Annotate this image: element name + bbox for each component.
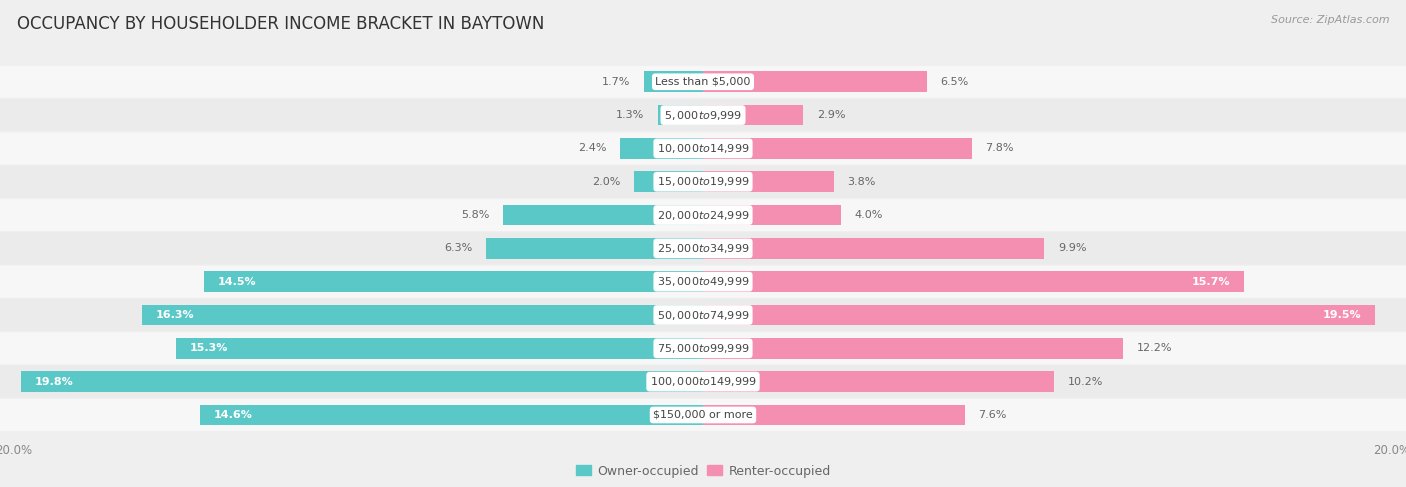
Bar (703, 205, 841, 225)
Text: $25,000 to $34,999: $25,000 to $34,999 (657, 242, 749, 255)
FancyBboxPatch shape (0, 66, 1406, 98)
Text: $20,000 to $24,999: $20,000 to $24,999 (657, 208, 749, 222)
Bar (204, 271, 703, 292)
Text: $5,000 to $9,999: $5,000 to $9,999 (664, 109, 742, 122)
Bar (176, 338, 703, 358)
Text: $15,000 to $19,999: $15,000 to $19,999 (657, 175, 749, 188)
Bar (634, 171, 703, 192)
Text: 5.8%: 5.8% (461, 210, 489, 220)
Text: 19.8%: 19.8% (35, 376, 73, 387)
Bar (703, 105, 803, 126)
Text: 7.8%: 7.8% (986, 143, 1014, 153)
Text: 9.9%: 9.9% (1057, 244, 1087, 253)
Bar (703, 171, 834, 192)
FancyBboxPatch shape (0, 266, 1406, 298)
Text: $50,000 to $74,999: $50,000 to $74,999 (657, 308, 749, 321)
FancyBboxPatch shape (0, 99, 1406, 131)
Text: 7.6%: 7.6% (979, 410, 1007, 420)
Bar (486, 238, 703, 259)
Text: 1.7%: 1.7% (602, 77, 631, 87)
Text: 3.8%: 3.8% (848, 177, 876, 187)
Bar (703, 338, 1123, 358)
Text: $35,000 to $49,999: $35,000 to $49,999 (657, 275, 749, 288)
Bar (644, 72, 703, 92)
Text: 14.6%: 14.6% (214, 410, 253, 420)
Bar (503, 205, 703, 225)
Bar (703, 238, 1045, 259)
Bar (703, 72, 927, 92)
Text: Less than $5,000: Less than $5,000 (655, 77, 751, 87)
Text: 19.5%: 19.5% (1322, 310, 1361, 320)
Text: $150,000 or more: $150,000 or more (654, 410, 752, 420)
Text: 15.3%: 15.3% (190, 343, 228, 354)
FancyBboxPatch shape (0, 199, 1406, 231)
Bar (703, 405, 965, 425)
Bar (200, 405, 703, 425)
Text: 6.3%: 6.3% (444, 244, 472, 253)
Legend: Owner-occupied, Renter-occupied: Owner-occupied, Renter-occupied (575, 465, 831, 478)
Text: 14.5%: 14.5% (218, 277, 256, 287)
Text: Source: ZipAtlas.com: Source: ZipAtlas.com (1271, 15, 1389, 25)
Text: $100,000 to $149,999: $100,000 to $149,999 (650, 375, 756, 388)
Text: 10.2%: 10.2% (1069, 376, 1104, 387)
FancyBboxPatch shape (0, 299, 1406, 331)
FancyBboxPatch shape (0, 166, 1406, 198)
Bar (658, 105, 703, 126)
Text: 1.3%: 1.3% (616, 110, 644, 120)
Text: 4.0%: 4.0% (855, 210, 883, 220)
Text: 12.2%: 12.2% (1137, 343, 1173, 354)
Text: 2.0%: 2.0% (592, 177, 620, 187)
Text: 2.9%: 2.9% (817, 110, 845, 120)
Text: 6.5%: 6.5% (941, 77, 969, 87)
FancyBboxPatch shape (0, 232, 1406, 264)
Text: 16.3%: 16.3% (155, 310, 194, 320)
FancyBboxPatch shape (0, 366, 1406, 398)
Text: 2.4%: 2.4% (578, 143, 606, 153)
Text: 15.7%: 15.7% (1191, 277, 1230, 287)
Bar (21, 371, 703, 392)
Bar (142, 305, 703, 325)
Bar (703, 305, 1375, 325)
Bar (703, 138, 972, 159)
Bar (620, 138, 703, 159)
Text: $75,000 to $99,999: $75,000 to $99,999 (657, 342, 749, 355)
FancyBboxPatch shape (0, 399, 1406, 431)
Text: $10,000 to $14,999: $10,000 to $14,999 (657, 142, 749, 155)
FancyBboxPatch shape (0, 132, 1406, 165)
Bar (703, 271, 1244, 292)
FancyBboxPatch shape (0, 332, 1406, 364)
Text: OCCUPANCY BY HOUSEHOLDER INCOME BRACKET IN BAYTOWN: OCCUPANCY BY HOUSEHOLDER INCOME BRACKET … (17, 15, 544, 33)
Bar (703, 371, 1054, 392)
